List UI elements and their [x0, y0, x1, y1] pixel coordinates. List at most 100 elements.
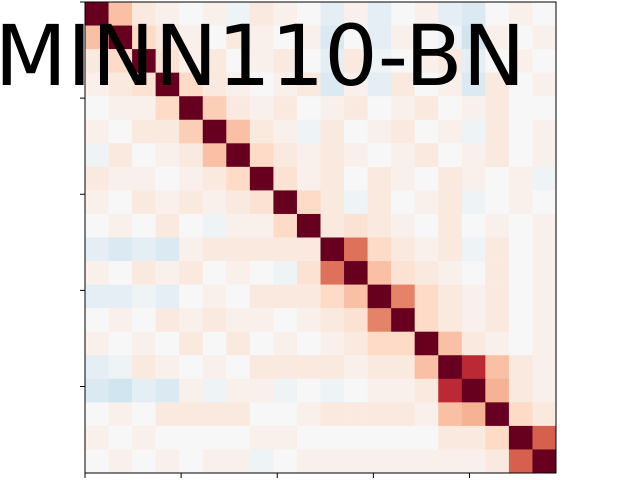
- heatmap-cell: [485, 190, 510, 215]
- heatmap-cell: [461, 213, 486, 238]
- heatmap-cell: [367, 425, 392, 450]
- heatmap-cell: [414, 96, 439, 121]
- heatmap-cell: [85, 402, 109, 427]
- heatmap-cell: [485, 378, 510, 403]
- heatmap-cell: [108, 25, 133, 50]
- heatmap-cell: [273, 96, 298, 121]
- heatmap-cell: [179, 190, 204, 215]
- heatmap-cell: [226, 96, 251, 121]
- heatmap-cell: [532, 2, 557, 26]
- heatmap-cell: [226, 143, 251, 168]
- heatmap-cell: [367, 261, 392, 285]
- heatmap-cell: [414, 402, 439, 427]
- heatmap-cell: [461, 49, 486, 73]
- heatmap-cell: [249, 261, 274, 285]
- heatmap-cell: [532, 213, 557, 238]
- heatmap-cell: [202, 378, 227, 403]
- heatmap-cell: [391, 378, 415, 403]
- heatmap-cell: [485, 166, 510, 191]
- heatmap-cell: [367, 25, 392, 50]
- heatmap-cell: [296, 378, 321, 403]
- heatmap-cell: [485, 96, 510, 121]
- heatmap-cell: [320, 213, 345, 238]
- heatmap-cell: [108, 2, 133, 26]
- heatmap-cell: [132, 72, 156, 97]
- heatmap-cell: [132, 25, 156, 50]
- heatmap-cell: [132, 378, 156, 403]
- heatmap-cell: [202, 355, 227, 380]
- heatmap-cell: [461, 284, 486, 309]
- heatmap-cell: [108, 425, 133, 450]
- heatmap-cell: [485, 284, 510, 309]
- heatmap-cell: [273, 119, 298, 144]
- heatmap-cell: [85, 449, 109, 474]
- heatmap-cell: [155, 449, 180, 474]
- heatmap-cell: [155, 378, 180, 403]
- heatmap-cell: [508, 2, 533, 26]
- heatmap-cell: [438, 355, 463, 380]
- heatmap-cell: [414, 166, 439, 191]
- heatmap-cell: [179, 425, 204, 450]
- heatmap-cell: [508, 166, 533, 191]
- heatmap-cell: [438, 331, 463, 356]
- heatmap-cell: [344, 355, 368, 380]
- heatmap-cell: [391, 25, 415, 50]
- heatmap-cell: [202, 402, 227, 427]
- heatmap-cell: [508, 449, 533, 474]
- heatmap-cell: [414, 355, 439, 380]
- heatmap-cell: [273, 49, 298, 73]
- heatmap-cell: [438, 143, 463, 168]
- heatmap-cell: [273, 449, 298, 474]
- heatmap-cell: [391, 425, 415, 450]
- heatmap-cell: [438, 166, 463, 191]
- heatmap-cell: [485, 237, 510, 262]
- heatmap-cell: [461, 2, 486, 26]
- heatmap-cell: [179, 237, 204, 262]
- heatmap-cell: [508, 190, 533, 215]
- heatmap-cell: [344, 449, 368, 474]
- heatmap-cell: [532, 25, 557, 50]
- heatmap-cell: [485, 425, 510, 450]
- heatmap-cell: [391, 402, 415, 427]
- heatmap-cell: [249, 355, 274, 380]
- heatmap-cell: [273, 425, 298, 450]
- heatmap-cell: [344, 96, 368, 121]
- heatmap-cell: [414, 261, 439, 285]
- heatmap-cell: [485, 49, 510, 73]
- heatmap-cell: [532, 261, 557, 285]
- heatmap-cell: [344, 49, 368, 73]
- heatmap-cell: [344, 261, 368, 285]
- heatmap-cell: [320, 119, 345, 144]
- heatmap-cell: [367, 166, 392, 191]
- heatmap-cell: [391, 96, 415, 121]
- heatmap-cell: [249, 143, 274, 168]
- heatmap-cell: [85, 237, 109, 262]
- heatmap-cell: [344, 308, 368, 332]
- heatmap-cell: [532, 119, 557, 144]
- heatmap-cell: [226, 355, 251, 380]
- heatmap-cell: [320, 2, 345, 26]
- heatmap-cell: [132, 49, 156, 73]
- heatmap-cell: [108, 355, 133, 380]
- heatmap-cell: [296, 331, 321, 356]
- heatmap-cell: [438, 25, 463, 50]
- heatmap-cell: [155, 237, 180, 262]
- heatmap-cell: [132, 2, 156, 26]
- heatmap-cell: [202, 25, 227, 50]
- heatmap-cell: [461, 425, 486, 450]
- heatmap-cell: [226, 166, 251, 191]
- heatmap-cell: [461, 378, 486, 403]
- heatmap-cell: [296, 402, 321, 427]
- heatmap-cell: [367, 2, 392, 26]
- heatmap-cell: [296, 355, 321, 380]
- heatmap-cell: [108, 378, 133, 403]
- heatmap-cell: [367, 355, 392, 380]
- heatmap-cell: [320, 166, 345, 191]
- heatmap-cell: [85, 378, 109, 403]
- heatmap-cell: [226, 402, 251, 427]
- heatmap-cell: [414, 119, 439, 144]
- heatmap-cell: [296, 284, 321, 309]
- ticks: [80, 1, 470, 478]
- heatmap-cell: [132, 308, 156, 332]
- heatmap-cell: [202, 308, 227, 332]
